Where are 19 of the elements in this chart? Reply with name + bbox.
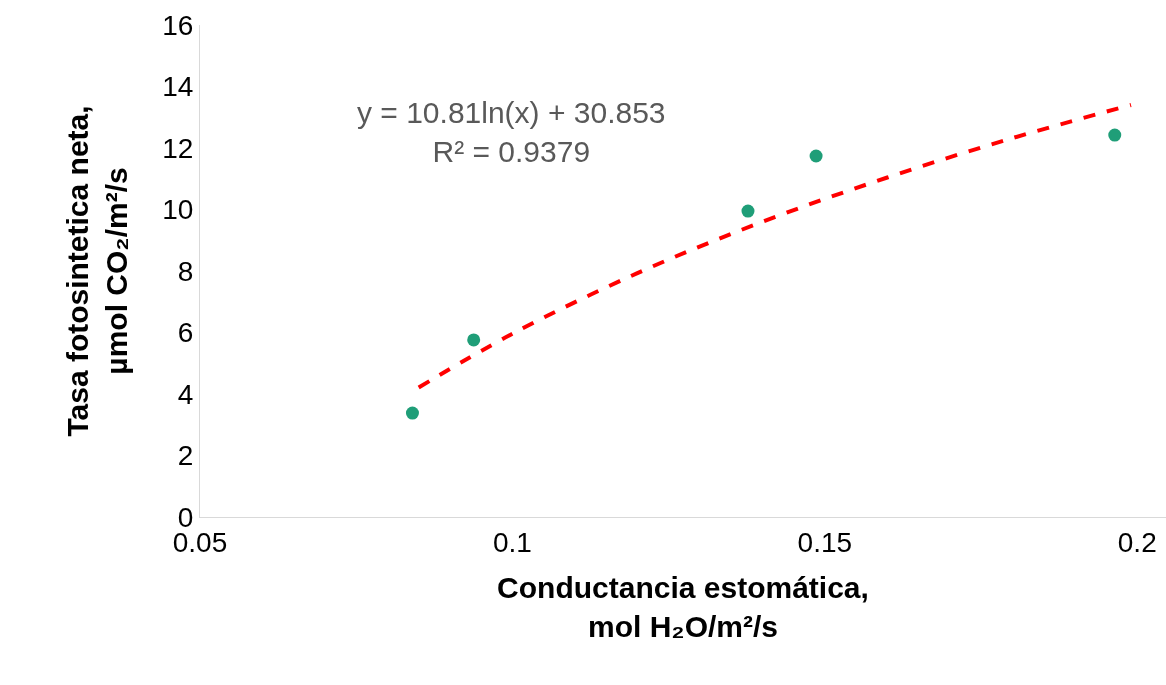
annotation: y = 10.81ln(x) + 30.853 R² = 0.9379 — [357, 96, 666, 168]
x-axis-title: Conductancia estomática, mol H₂O/m²/s — [497, 571, 869, 644]
x-tick-label: 0.15 — [797, 526, 853, 558]
x-tick-label: 0.2 — [1117, 526, 1157, 558]
y-axis-title: Tasa fotosintetica neta, µmol CO₂/m²/s — [61, 105, 134, 437]
point — [809, 149, 823, 163]
point — [1108, 128, 1122, 142]
y-tick-label: 12 — [162, 132, 194, 164]
y-tick-label: 2 — [177, 440, 194, 472]
y-tick-label: 16 — [162, 9, 194, 41]
y-tick-label: 6 — [177, 317, 194, 349]
point — [741, 204, 755, 218]
point — [405, 406, 419, 420]
y-tick-label: 14 — [162, 71, 194, 103]
y-tick-label: 8 — [177, 255, 194, 287]
y-tick-label: 10 — [162, 194, 194, 226]
y-tick-label: 4 — [177, 378, 194, 410]
x-tick-label: 0.1 — [492, 526, 532, 558]
point — [467, 333, 481, 347]
